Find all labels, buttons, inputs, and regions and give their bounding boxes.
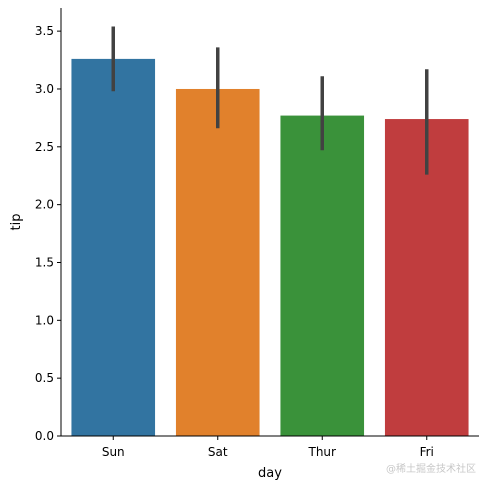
y-tick-label: 0.0 [35,429,54,443]
y-tick-label: 1.5 [35,255,54,269]
y-tick-label: 2.0 [35,198,54,212]
y-tick-label: 3.5 [35,24,54,38]
bar-sat [175,88,260,437]
bar-thur [280,115,365,437]
bars-group [71,58,469,437]
x-tick-label: Sun [102,445,125,459]
watermark-text: @稀土掘金技术社区 [386,462,476,475]
x-tick-label: Thur [308,445,337,459]
y-tick-label: 3.0 [35,82,54,96]
x-axis-label: day [258,466,282,481]
y-tick-label: 1.0 [35,313,54,327]
bar-sun [71,58,156,436]
axes-group: Sun Sat Thur Fri 0.0 0.5 1.0 1.5 2.0 2.5 3.0 3.5 [35,8,479,459]
error-bars-group [111,26,429,175]
y-axis-label: tip [9,214,24,231]
y-tick-label: 2.5 [35,140,54,154]
x-tick-label: Sat [208,445,228,459]
y-tick-label: 0.5 [35,371,54,385]
x-tick-label: Fri [420,445,434,459]
